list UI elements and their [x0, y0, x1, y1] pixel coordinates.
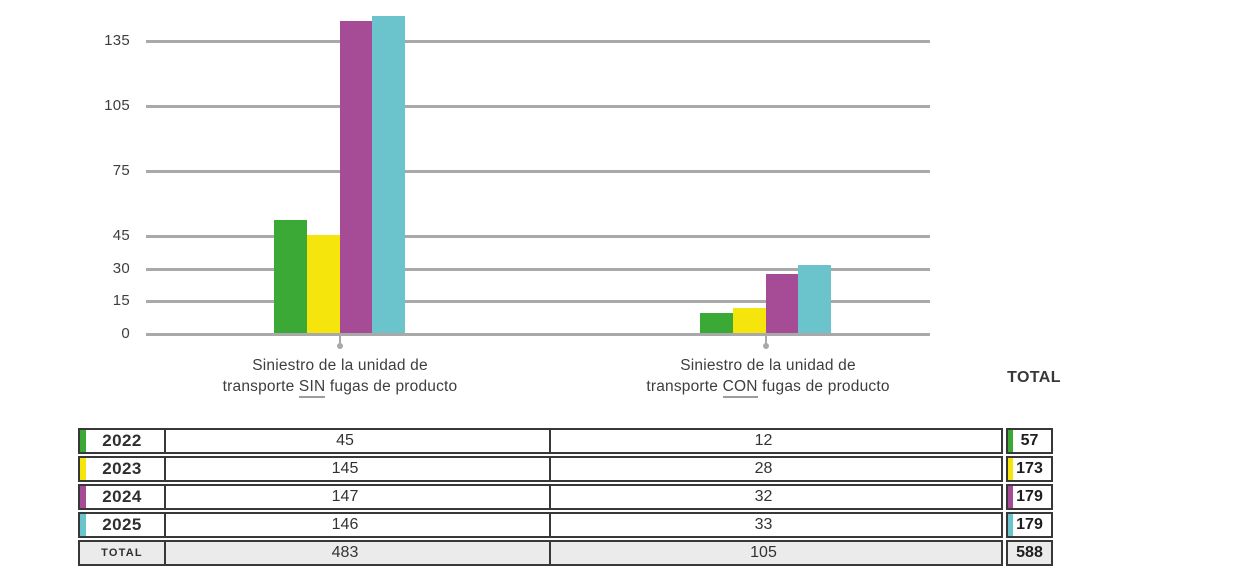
table-row-2024: 2024 147 32 [78, 484, 1003, 510]
value-cell-sin-total: 483 [164, 542, 549, 564]
year-label: TOTAL [101, 547, 143, 559]
year-label: 2023 [102, 459, 142, 478]
year-label: 2022 [102, 431, 142, 450]
bar-2022-sin [274, 220, 307, 333]
y-axis-label-0: 0 [121, 325, 130, 342]
total-swatch-2023 [1008, 458, 1013, 480]
value-cell-sin-2024: 147 [164, 486, 549, 508]
bar-2024-con [766, 274, 799, 333]
total-value: 173 [1016, 460, 1043, 477]
y-axis-label-135: 135 [104, 32, 130, 49]
value-cell-sin-2025: 146 [164, 514, 549, 536]
bar-2025-sin [372, 16, 405, 333]
bar-2024-sin [340, 21, 373, 333]
total-value: 179 [1016, 488, 1043, 505]
bar-2022-con [700, 313, 733, 333]
year-cell-2022: 2022 [80, 430, 164, 452]
table-row-2022: 2022 45 12 [78, 428, 1003, 454]
x-axis-label-sin: Siniestro de la unidad de transporte SIN… [110, 355, 570, 398]
caption-line2-suffix: fugas de producto [757, 378, 890, 395]
table-row-2023: 2023 145 28 [78, 456, 1003, 482]
year-cell-2023: 2023 [80, 458, 164, 480]
grand-total-cell: 588 [1006, 540, 1053, 566]
total-cell-2025: 179 [1006, 512, 1053, 538]
year-cell-total: TOTAL [80, 542, 164, 564]
total-swatch-2022 [1008, 430, 1013, 452]
value-cell-sin-2022: 45 [164, 430, 549, 452]
year-cell-2024: 2024 [80, 486, 164, 508]
gridline-75 [146, 170, 930, 173]
caption-line2-prefix: transporte [222, 378, 299, 395]
caption-line1: Siniestro de la unidad de [680, 357, 856, 374]
total-value: 179 [1016, 516, 1043, 533]
gridline-105 [146, 105, 930, 108]
group-center-tick-dot-sin [336, 343, 343, 349]
bar-2023-sin [307, 235, 340, 333]
group-center-tick-sin [338, 336, 341, 344]
value-cell-con-2023: 28 [549, 458, 1001, 480]
value-cell-con-2025: 33 [549, 514, 1001, 536]
year-label: 2025 [102, 515, 142, 534]
table-row-2025: 2025 146 33 [78, 512, 1003, 538]
total-swatch-2024 [1008, 486, 1013, 508]
caption-underlined-word: SIN [298, 378, 326, 398]
x-axis-label-con: Siniestro de la unidad de transporte CON… [538, 355, 998, 398]
caption-line1: Siniestro de la unidad de [252, 357, 428, 374]
caption-line2-prefix: transporte [646, 378, 723, 395]
value-cell-con-2022: 12 [549, 430, 1001, 452]
group-center-tick-con [764, 336, 767, 344]
data-table: 2022 45 12 2023 145 28 2024 147 32 2025 146 33 TOTAL… [78, 428, 1003, 568]
totals-column: 57 173 179 179 588 [1006, 428, 1053, 568]
total-cell-2024: 179 [1006, 484, 1053, 510]
year-swatch-2025 [80, 514, 86, 536]
y-axis-label-45: 45 [112, 227, 130, 244]
caption-underlined-word: CON [722, 378, 758, 398]
total-swatch-2025 [1008, 514, 1013, 536]
total-value: 57 [1020, 432, 1039, 449]
gridline-15 [146, 300, 930, 303]
year-label: 2024 [102, 487, 142, 506]
total-cell-2023: 173 [1006, 456, 1053, 482]
total-cell-2022: 57 [1006, 428, 1053, 454]
value-cell-con-total: 105 [549, 542, 1001, 564]
plot-area: 135 105 75 45 30 15 0 [104, 0, 930, 349]
year-cell-2025: 2025 [80, 514, 164, 536]
y-axis-label-30: 30 [112, 260, 130, 277]
year-swatch-2024 [80, 486, 86, 508]
group-center-tick-dot-con [762, 343, 769, 349]
gridline-0 [146, 333, 930, 336]
gridline-30 [146, 268, 930, 271]
table-row-total: TOTAL 483 105 [78, 540, 1003, 566]
value-cell-sin-2023: 145 [164, 458, 549, 480]
year-swatch-2023 [80, 458, 86, 480]
bar-2025-con [798, 265, 831, 333]
totals-column-header: TOTAL [1007, 369, 1061, 386]
y-axis-label-105: 105 [104, 97, 130, 114]
y-axis-label-15: 15 [112, 292, 130, 309]
value-cell-con-2024: 32 [549, 486, 1001, 508]
bar-2023-con [733, 308, 766, 333]
gridline-135 [146, 40, 930, 43]
year-swatch-2022 [80, 430, 86, 452]
caption-line2-suffix: fugas de producto [325, 378, 458, 395]
y-axis-label-75: 75 [112, 162, 130, 179]
gridline-45 [146, 235, 930, 238]
